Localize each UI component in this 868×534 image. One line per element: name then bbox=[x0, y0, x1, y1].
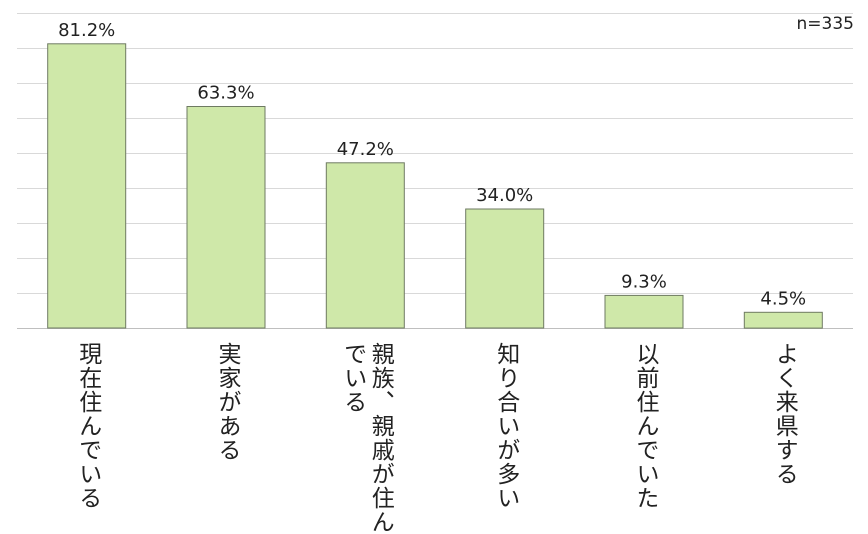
category-label: 以前住んでいた bbox=[632, 342, 658, 510]
bars bbox=[47, 43, 823, 329]
value-label: 34.0% bbox=[476, 185, 533, 206]
bar bbox=[325, 162, 405, 329]
value-label: 63.3% bbox=[197, 83, 254, 104]
sample-size-note: n=335 bbox=[796, 14, 854, 34]
bar bbox=[186, 106, 266, 329]
value-label: 47.2% bbox=[337, 139, 394, 160]
value-label: 9.3% bbox=[621, 271, 667, 292]
category-label: よく来県する bbox=[771, 342, 798, 486]
gridlines bbox=[17, 13, 853, 329]
bar bbox=[743, 311, 823, 329]
bar bbox=[465, 208, 545, 329]
value-labels: 81.2% 63.3% 47.2% 34.0% 9.3% 4.5% bbox=[58, 20, 806, 309]
category-label: 知り合いが多い bbox=[492, 342, 519, 510]
bar bbox=[604, 294, 684, 329]
category-label: 実家がある bbox=[214, 342, 240, 462]
category-label: 現在住んでいる bbox=[74, 342, 101, 510]
value-label: 4.5% bbox=[760, 288, 806, 309]
category-label: 親族、親戚が住ん でいる bbox=[339, 342, 394, 534]
value-label: 81.2% bbox=[58, 20, 115, 41]
bar bbox=[47, 43, 127, 329]
